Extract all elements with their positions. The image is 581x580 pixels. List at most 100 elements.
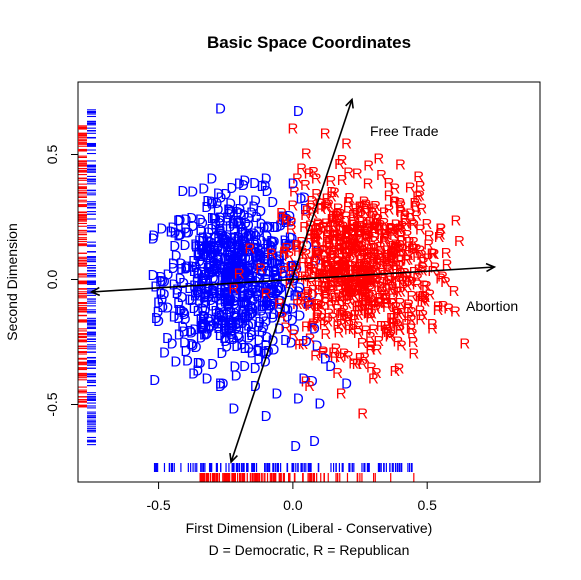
arrow-label-free-trade: Free Trade (370, 123, 439, 139)
point-r: R (276, 205, 287, 222)
point-r: R (454, 233, 465, 250)
point-d: D (217, 227, 228, 244)
point-d: D (214, 215, 225, 232)
point-r: R (346, 258, 357, 275)
point-d: D (262, 295, 273, 312)
point-d: D (196, 278, 207, 295)
point-d: D (278, 209, 289, 226)
point-d: D (253, 224, 264, 241)
point-r: R (298, 255, 309, 272)
point-r: R (366, 241, 377, 258)
point-d: D (207, 265, 218, 282)
point-r: R (333, 201, 344, 218)
point-r: R (342, 246, 353, 263)
point-r: R (341, 225, 352, 242)
point-r: R (310, 347, 321, 364)
point-d: D (246, 324, 257, 341)
point-d: D (254, 245, 265, 262)
point-r: R (343, 279, 354, 296)
point-d: D (298, 370, 309, 387)
point-d: D (241, 294, 252, 311)
point-d: D (220, 285, 231, 302)
point-r: R (326, 297, 337, 314)
point-d: D (285, 236, 296, 253)
point-r: R (305, 227, 316, 244)
point-d: D (196, 264, 207, 281)
y-axis: -0.5 0.0 0.5 (44, 145, 79, 417)
point-r: R (293, 243, 304, 260)
point-r: R (398, 272, 409, 289)
point-r: R (394, 360, 405, 377)
point-d: D (232, 279, 243, 296)
point-r: R (343, 270, 354, 287)
point-r: R (406, 312, 417, 329)
point-r: R (357, 405, 368, 422)
point-d: D (179, 324, 190, 341)
point-d: D (236, 248, 247, 265)
point-d: D (179, 334, 190, 351)
point-r: R (412, 277, 423, 294)
point-d: D (202, 193, 213, 210)
point-d: D (237, 221, 248, 238)
point-r: R (296, 161, 307, 178)
point-r: R (316, 298, 327, 315)
point-d: D (204, 318, 215, 335)
point-r: R (333, 282, 344, 299)
point-r: R (433, 302, 444, 319)
point-d: D (290, 438, 301, 455)
point-r: R (403, 251, 414, 268)
point-r: R (406, 304, 417, 321)
point-d: D (268, 342, 279, 359)
point-r: R (380, 292, 391, 309)
point-d: D (269, 219, 280, 236)
point-r: R (386, 246, 397, 263)
point-d: D (243, 262, 254, 279)
point-d: D (233, 246, 244, 263)
point-r: R (228, 280, 239, 297)
point-r: R (320, 283, 331, 300)
point-r: R (337, 258, 348, 275)
point-r: R (308, 164, 319, 181)
point-r: R (382, 299, 393, 316)
point-r: R (338, 219, 349, 236)
point-d: D (213, 202, 224, 219)
point-d: D (267, 254, 278, 271)
point-d: D (208, 254, 219, 271)
point-r: R (356, 199, 367, 216)
point-d: D (228, 253, 239, 270)
point-r: R (382, 249, 393, 266)
point-d: D (260, 297, 271, 314)
point-r: R (416, 290, 427, 307)
point-r: R (386, 249, 397, 266)
point-d: D (228, 258, 239, 275)
point-r: R (323, 305, 334, 322)
point-d: D (235, 205, 246, 222)
point-d: D (262, 266, 273, 283)
point-r: R (343, 292, 354, 309)
point-d: D (263, 263, 274, 280)
point-d: D (205, 258, 216, 275)
point-d: D (203, 288, 214, 305)
point-d: D (237, 315, 248, 332)
point-d: D (196, 330, 207, 347)
point-d: D (193, 238, 204, 255)
point-d: D (194, 293, 205, 310)
point-d: D (222, 210, 233, 227)
point-d: D (207, 356, 218, 373)
point-r: R (427, 320, 438, 337)
point-d: D (214, 306, 225, 323)
point-d: D (197, 233, 208, 250)
point-r: R (323, 197, 334, 214)
point-d: D (255, 247, 266, 264)
point-r: R (369, 271, 380, 288)
point-r: R (343, 283, 354, 300)
point-r: R (348, 245, 359, 262)
point-r: R (353, 307, 364, 324)
point-d: D (254, 314, 265, 331)
point-d: D (233, 267, 244, 284)
point-d: D (231, 320, 242, 337)
point-d: D (254, 248, 265, 265)
point-r: R (361, 247, 372, 264)
point-r: R (335, 349, 346, 366)
point-r: R (413, 169, 424, 186)
